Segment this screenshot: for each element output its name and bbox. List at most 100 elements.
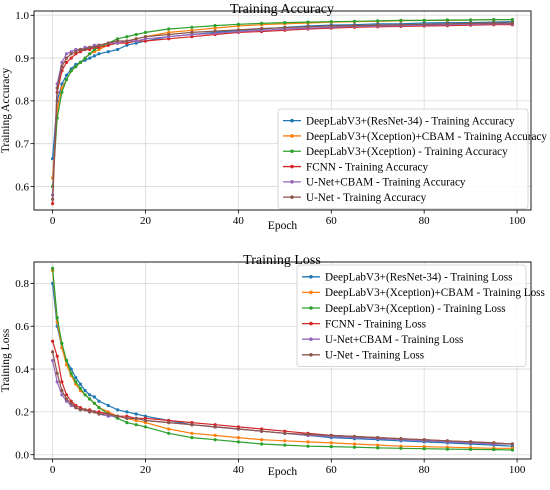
data-point [213,423,217,427]
data-point [469,447,473,451]
data-point [116,37,120,41]
data-point [283,439,287,443]
data-point [260,438,264,442]
data-point [376,446,380,450]
legend-marker [309,337,313,342]
data-point [60,60,64,64]
legend-label: FCNN - Training Accuracy [306,161,429,173]
plot-frame [33,10,532,211]
data-point [78,60,82,64]
legend-marker [290,164,294,169]
data-point [60,82,64,86]
data-point [55,86,59,90]
legend-marker [309,353,313,357]
data-point [78,382,82,386]
data-point [125,35,129,39]
data-point [92,43,96,47]
x-tick-label: 0 [50,464,56,476]
data-point [55,354,59,358]
x-tick-label: 20 [140,464,152,476]
data-point [213,29,217,33]
data-point [78,408,82,412]
y-axis-label: Training Loss [0,328,12,392]
data-point [213,26,217,30]
data-point [83,393,87,397]
data-point [78,50,82,54]
data-point [213,438,217,442]
legend-marker [290,195,294,199]
data-point [92,45,96,50]
data-point [143,30,148,34]
y-tick-label: 0.8 [15,278,29,290]
data-point [125,421,129,425]
y-tick-label: 0.4 [15,364,29,376]
data-point [260,427,264,431]
chart-1: 0 20 40 60 80 100 0.0 0.2 0.4 0.6 0.8 Training Loss… [0,253,545,478]
data-point [83,388,87,393]
legend-label: DeepLabV3+(Xception) - Training Accuracy [306,146,508,158]
y-tick-label: 0.0 [15,450,29,462]
data-point [125,410,129,414]
data-point [51,339,55,343]
data-point [260,429,264,433]
data-point [64,73,69,77]
data-point [399,446,403,450]
data-point [78,386,82,390]
y-tick-label: 0.6 [15,321,29,333]
data-point [92,401,96,405]
data-point [69,69,73,73]
data-point [64,52,69,56]
legend-marker [290,134,294,138]
data-point [190,35,194,39]
x-tick-label: 0 [50,215,56,227]
x-tick-label: 100 [509,215,526,227]
data-point [445,447,449,451]
data-point [352,434,357,439]
data-point [306,25,310,29]
data-point [60,341,64,345]
data-point [329,441,333,445]
data-point [492,18,496,22]
legend-box [296,264,527,367]
data-point [97,412,101,416]
data-point [306,432,310,436]
data-point [134,412,138,416]
data-point [510,442,514,446]
data-point [64,397,69,401]
legend-marker [290,180,294,184]
data-point [88,397,92,401]
data-point [134,423,138,427]
data-point [376,19,380,23]
data-point [134,32,138,37]
data-point [260,26,264,31]
data-point [64,77,69,82]
data-point [190,30,194,34]
data-point [143,39,148,43]
data-point [352,442,357,446]
data-point [74,376,78,380]
data-point [51,350,55,354]
data-point [329,24,333,28]
x-tick-label: 40 [233,215,245,227]
data-point [88,410,92,414]
data-point [97,45,101,50]
data-point [143,418,148,423]
data-point [213,24,217,28]
data-point [74,50,78,54]
x-tick-label: 80 [419,464,431,476]
data-point [510,21,514,25]
data-point [236,22,240,26]
data-point [236,440,240,444]
data-point [190,25,194,29]
data-point [92,395,96,399]
data-point [74,380,78,384]
data-point [60,90,64,94]
data-point [125,39,129,43]
data-point [167,421,171,425]
data-point [422,18,426,22]
data-point [329,445,333,449]
data-point [492,21,496,25]
data-point [422,438,426,442]
